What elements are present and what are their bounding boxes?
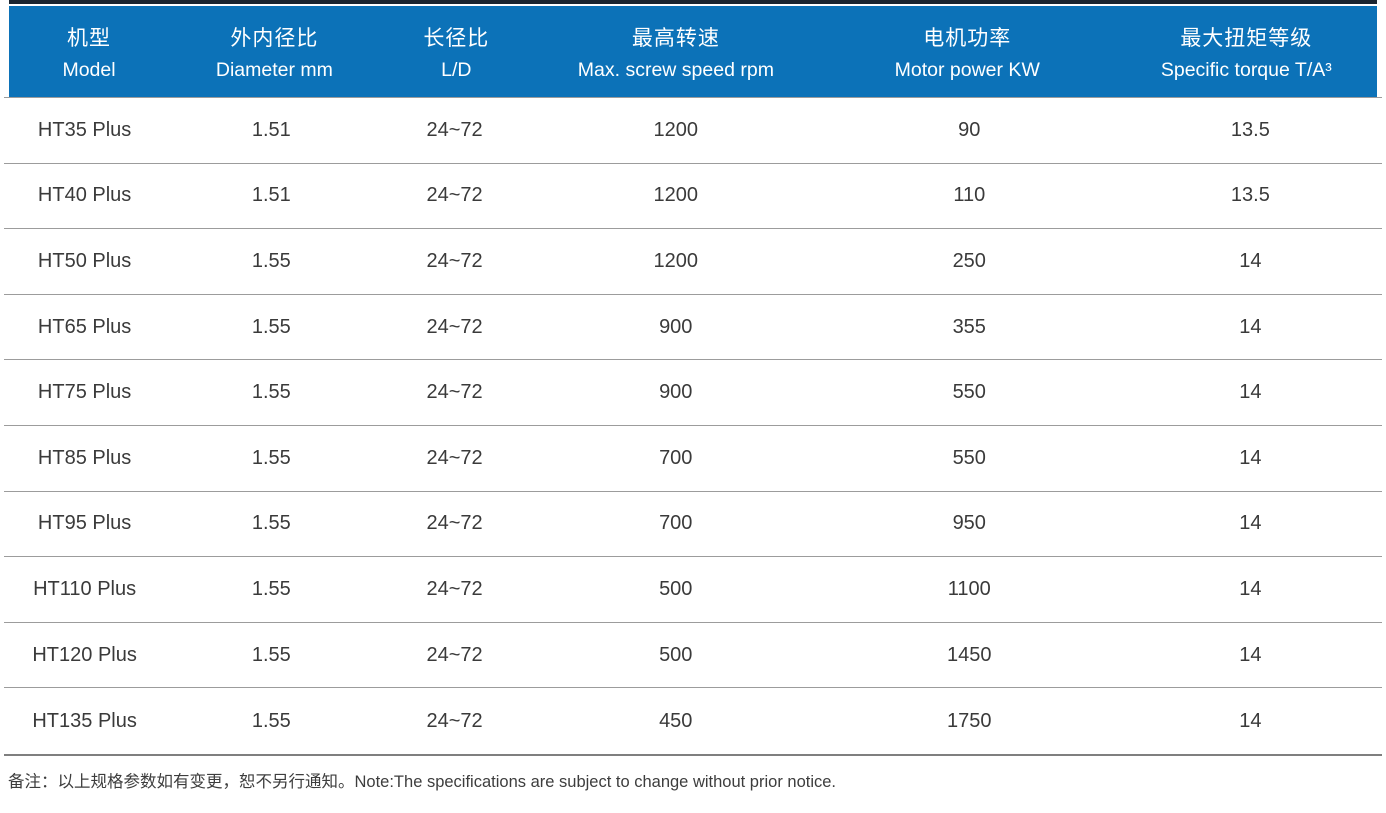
cell-ld: 24~72 [426,643,483,666]
cell-torque: 13.5 [1230,118,1270,141]
cell-power: 950 [952,512,986,535]
cell-torque: 14 [1239,709,1262,732]
cell-torque: 14 [1239,381,1262,404]
cell-power: 1750 [947,709,992,732]
column-header-diameter-cn: 外内径比 [230,26,319,50]
cell-model: HT65 Plus [37,315,132,338]
cell-ld: 24~72 [426,315,483,338]
cell-power: 110 [953,184,986,207]
column-header-diameter-en: Diameter mm [215,58,333,81]
column-header-power-en: Motor power KW [894,58,1040,81]
cell-model: HT35 Plus [37,118,132,141]
table-row-ht135: HT135 Plus 1.55 24~72 450 1750 14 [4,688,1382,754]
column-header-ld-en: L/D [441,58,472,81]
cell-power: 550 [952,446,986,469]
table-row-ht110: HT110 Plus 1.55 24~72 500 1100 14 [4,557,1382,623]
cell-torque: 14 [1239,249,1262,272]
cell-model: HT50 Plus [37,249,132,272]
cell-model: HT40 Plus [37,184,132,207]
cell-torque: 14 [1239,643,1262,666]
cell-ld: 24~72 [426,512,483,535]
column-header-torque: 最大扭矩等级 Specific torque T/A³ [1116,22,1377,82]
cell-power: 355 [952,315,986,338]
cell-model: HT75 Plus [37,381,132,404]
cell-diameter: 1.51 [251,184,291,207]
cell-speed: 1200 [653,118,699,141]
cell-ld: 24~72 [426,446,483,469]
cell-power: 90 [958,118,981,141]
table-header-row: 机型 Model 外内径比 Diameter mm 长径比 L/D 最高转速 M… [9,6,1377,97]
top-accent-bar [9,0,1377,4]
cell-speed: 900 [659,381,693,404]
cell-diameter: 1.55 [251,512,291,535]
table-bottom-line [4,753,1382,756]
column-header-torque-cn: 最大扭矩等级 [1180,26,1313,50]
cell-torque: 14 [1239,512,1262,535]
column-header-diameter: 外内径比 Diameter mm [169,22,380,82]
column-header-speed-cn: 最高转速 [631,26,720,50]
table-row-ht50: HT50 Plus 1.55 24~72 1200 250 14 [4,229,1382,295]
cell-speed: 700 [659,512,693,535]
column-header-power-cn: 电机功率 [923,26,1012,50]
column-header-speed: 最高转速 Max. screw speed rpm [533,22,819,82]
table-row-ht85: HT85 Plus 1.55 24~72 700 550 14 [4,426,1382,492]
column-header-model-cn: 机型 [67,26,112,50]
cell-power: 550 [952,381,986,404]
cell-speed: 900 [659,315,693,338]
column-header-ld: 长径比 L/D [380,22,533,82]
footnote-text: 备注：以上规格参数如有变更，恕不另行通知。Note:The specificat… [8,772,837,791]
cell-diameter: 1.55 [251,709,291,732]
column-header-ld-cn: 长径比 [423,26,490,50]
column-header-torque-en: Specific torque T/A³ [1160,58,1332,81]
cell-diameter: 1.55 [251,446,291,469]
cell-diameter: 1.51 [251,118,291,141]
cell-ld: 24~72 [426,249,483,272]
specification-table: 机型 Model 外内径比 Diameter mm 长径比 L/D 最高转速 M… [0,6,1386,756]
cell-torque: 14 [1239,315,1262,338]
table-row-ht65: HT65 Plus 1.55 24~72 900 355 14 [4,295,1382,361]
cell-torque: 13.5 [1230,184,1270,207]
table-row-ht95: HT95 Plus 1.55 24~72 700 950 14 [4,492,1382,558]
column-header-speed-en: Max. screw speed rpm [577,58,774,81]
cell-torque: 14 [1239,446,1262,469]
cell-ld: 24~72 [426,709,483,732]
table-body: HT35 Plus 1.51 24~72 1200 90 13.5 HT40 P… [0,98,1386,754]
cell-model: HT135 Plus [32,709,137,732]
column-header-model-en: Model [62,58,116,81]
table-row-ht40: HT40 Plus 1.51 24~72 1200 110 13.5 [4,164,1382,230]
cell-speed: 500 [659,643,693,666]
cell-diameter: 1.55 [251,315,291,338]
cell-power: 1450 [947,643,992,666]
cell-model: HT95 Plus [37,512,132,535]
cell-model: HT85 Plus [37,446,132,469]
cell-speed: 450 [659,709,693,732]
table-row-ht120: HT120 Plus 1.55 24~72 500 1450 14 [4,623,1382,689]
cell-diameter: 1.55 [251,381,291,404]
cell-model: HT110 Plus [33,577,137,600]
cell-torque: 14 [1239,577,1262,600]
cell-diameter: 1.55 [251,643,291,666]
cell-ld: 24~72 [426,577,483,600]
cell-diameter: 1.55 [251,577,291,600]
table-row-ht35: HT35 Plus 1.51 24~72 1200 90 13.5 [4,98,1382,164]
header-divider-line [4,97,1382,98]
cell-speed: 700 [659,446,693,469]
column-header-model: 机型 Model [9,22,169,82]
cell-ld: 24~72 [426,381,483,404]
column-header-power: 电机功率 Motor power KW [819,22,1116,82]
cell-ld: 24~72 [426,118,483,141]
cell-speed: 500 [659,577,693,600]
cell-speed: 1200 [653,249,699,272]
cell-speed: 1200 [653,184,699,207]
cell-model: HT120 Plus [32,643,137,666]
cell-power: 1100 [947,577,991,600]
cell-diameter: 1.55 [251,249,291,272]
cell-ld: 24~72 [426,184,483,207]
table-row-ht75: HT75 Plus 1.55 24~72 900 550 14 [4,360,1382,426]
cell-power: 250 [952,249,986,272]
